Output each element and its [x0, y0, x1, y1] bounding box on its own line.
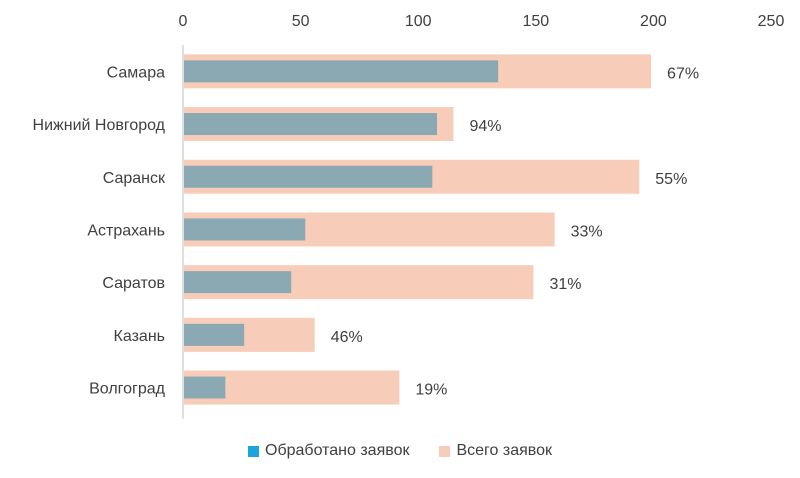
- bar-processed: [184, 113, 438, 136]
- category-label: Нижний Новгород: [33, 117, 166, 134]
- legend: Обработано заявок Всего заявок: [0, 442, 800, 460]
- bar-processed: [184, 165, 433, 188]
- x-tick-label: 100: [405, 13, 432, 30]
- bars: [184, 54, 652, 405]
- data-label: 31%: [549, 276, 581, 293]
- bar-processed: [184, 376, 226, 399]
- category-labels: Самара Нижний Новгород Саранск Астрахань Сар…: [33, 64, 166, 397]
- data-label: 94%: [469, 118, 501, 135]
- bar-processed: [184, 271, 292, 294]
- data-label: 33%: [571, 223, 603, 240]
- x-tick-label: 50: [292, 13, 310, 30]
- category-label: Волгоград: [89, 381, 166, 398]
- category-label: Саратов: [102, 275, 165, 292]
- x-axis-ticks: 0 50 100 150 200 250: [179, 13, 785, 30]
- data-labels: 67% 94% 55% 33% 31% 46% 19%: [331, 65, 699, 398]
- bar-processed: [184, 323, 245, 346]
- data-label: 67%: [667, 65, 699, 82]
- category-label: Саранск: [103, 170, 166, 187]
- legend-item-total: Всего заявок: [439, 442, 552, 460]
- category-label: Самара: [107, 64, 165, 81]
- x-tick-label: 0: [179, 13, 188, 30]
- bar-processed: [184, 218, 306, 241]
- x-tick-label: 250: [758, 13, 785, 30]
- legend-swatch-processed: [248, 445, 259, 457]
- x-tick-label: 200: [640, 13, 667, 30]
- legend-label-processed: Обработано заявок: [265, 442, 410, 459]
- category-label: Казань: [114, 328, 165, 345]
- category-label: Астрахань: [87, 222, 165, 239]
- x-tick-label: 150: [522, 13, 549, 30]
- bar-processed: [184, 60, 499, 83]
- legend-label-total: Всего заявок: [456, 442, 552, 459]
- data-label: 19%: [415, 382, 447, 399]
- legend-item-processed: Обработано заявок: [248, 442, 409, 460]
- data-label: 55%: [655, 171, 687, 188]
- legend-swatch-total: [439, 445, 451, 457]
- data-label: 46%: [331, 329, 363, 346]
